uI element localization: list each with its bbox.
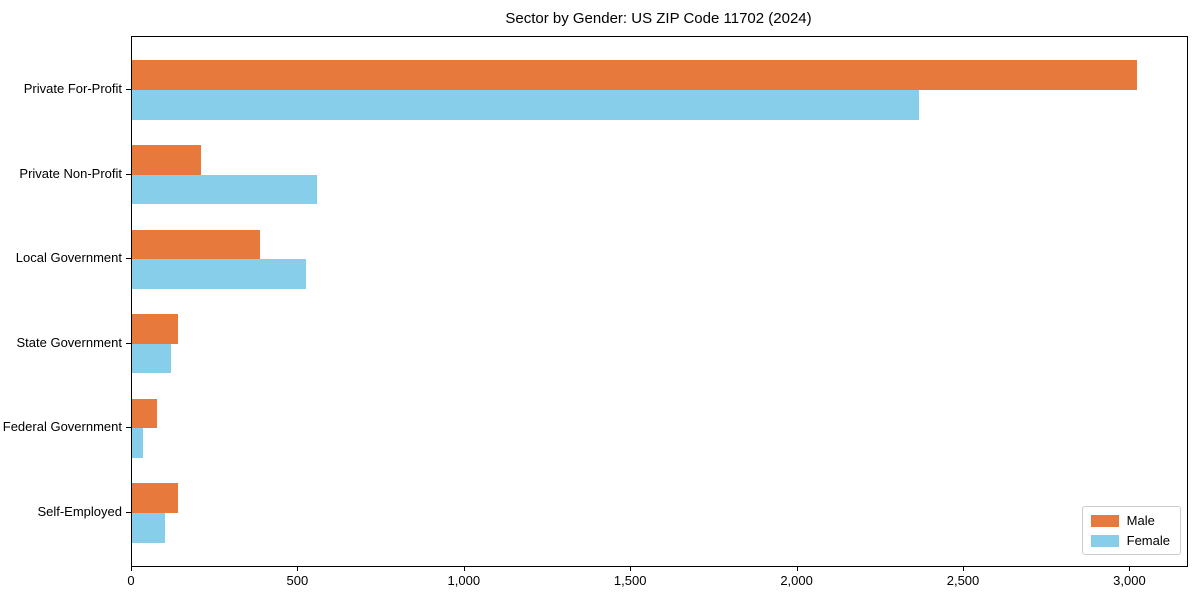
x-tick-label-0: 0: [127, 573, 135, 588]
bar-male-private-non-profit: [132, 144, 201, 175]
y-tick-mark: [126, 427, 131, 429]
bar-female-federal-government: [132, 428, 144, 459]
y-tick-mark: [126, 173, 131, 175]
category-label-local-government: Local Government: [15, 250, 122, 266]
x-tick-mark: [131, 566, 132, 571]
category-label-private-for-profit: Private For-Profit: [23, 80, 122, 96]
category-label-federal-government: Federal Government: [2, 419, 122, 435]
x-tick-label-1000: 1,000: [447, 573, 481, 588]
y-tick-mark: [126, 258, 131, 260]
y-tick-mark: [126, 512, 131, 514]
x-tick-label-2500: 2,500: [946, 573, 980, 588]
x-tick-label-1500: 1,500: [613, 573, 647, 588]
legend-label-male: Male: [1126, 513, 1155, 528]
legend-swatch-female: [1090, 534, 1119, 547]
bar-male-private-for-profit: [132, 60, 1138, 90]
x-tick-label-500: 500: [286, 573, 309, 588]
bar-male-state-government: [132, 314, 178, 344]
x-tick-mark: [630, 566, 632, 571]
bar-female-self-employed: [132, 513, 166, 543]
chart-title: Sector by Gender: US ZIP Code 11702 (202…: [505, 10, 812, 27]
category-label-self-employed: Self-Employed: [37, 504, 122, 520]
x-tick-mark: [1129, 566, 1131, 571]
bar-female-private-non-profit: [132, 174, 318, 205]
bar-male-self-employed: [132, 483, 178, 514]
x-tick-label-3000: 3,000: [1113, 573, 1146, 588]
bar-male-federal-government: [132, 398, 157, 429]
x-tick-mark: [297, 566, 299, 571]
legend-item-male: Male: [1090, 513, 1170, 528]
y-tick-mark: [126, 88, 131, 90]
bar-female-state-government: [132, 343, 172, 374]
plot-area: Male Female: [131, 36, 1188, 567]
legend-swatch-male: [1090, 514, 1119, 527]
legend-item-female: Female: [1090, 533, 1170, 548]
x-tick-label-2000: 2,000: [780, 573, 813, 588]
category-label-state-government: State Government: [16, 334, 123, 350]
x-tick-mark: [963, 566, 965, 571]
legend: Male Female: [1081, 506, 1181, 555]
x-tick-mark: [463, 566, 465, 571]
legend-label-female: Female: [1126, 533, 1170, 548]
bar-female-private-for-profit: [132, 89, 920, 120]
x-tick-mark: [796, 566, 798, 571]
category-label-private-non-profit: Private Non-Profit: [19, 165, 122, 181]
y-tick-mark: [126, 342, 131, 344]
bar-male-local-government: [132, 229, 261, 260]
bar-female-local-government: [132, 259, 307, 289]
